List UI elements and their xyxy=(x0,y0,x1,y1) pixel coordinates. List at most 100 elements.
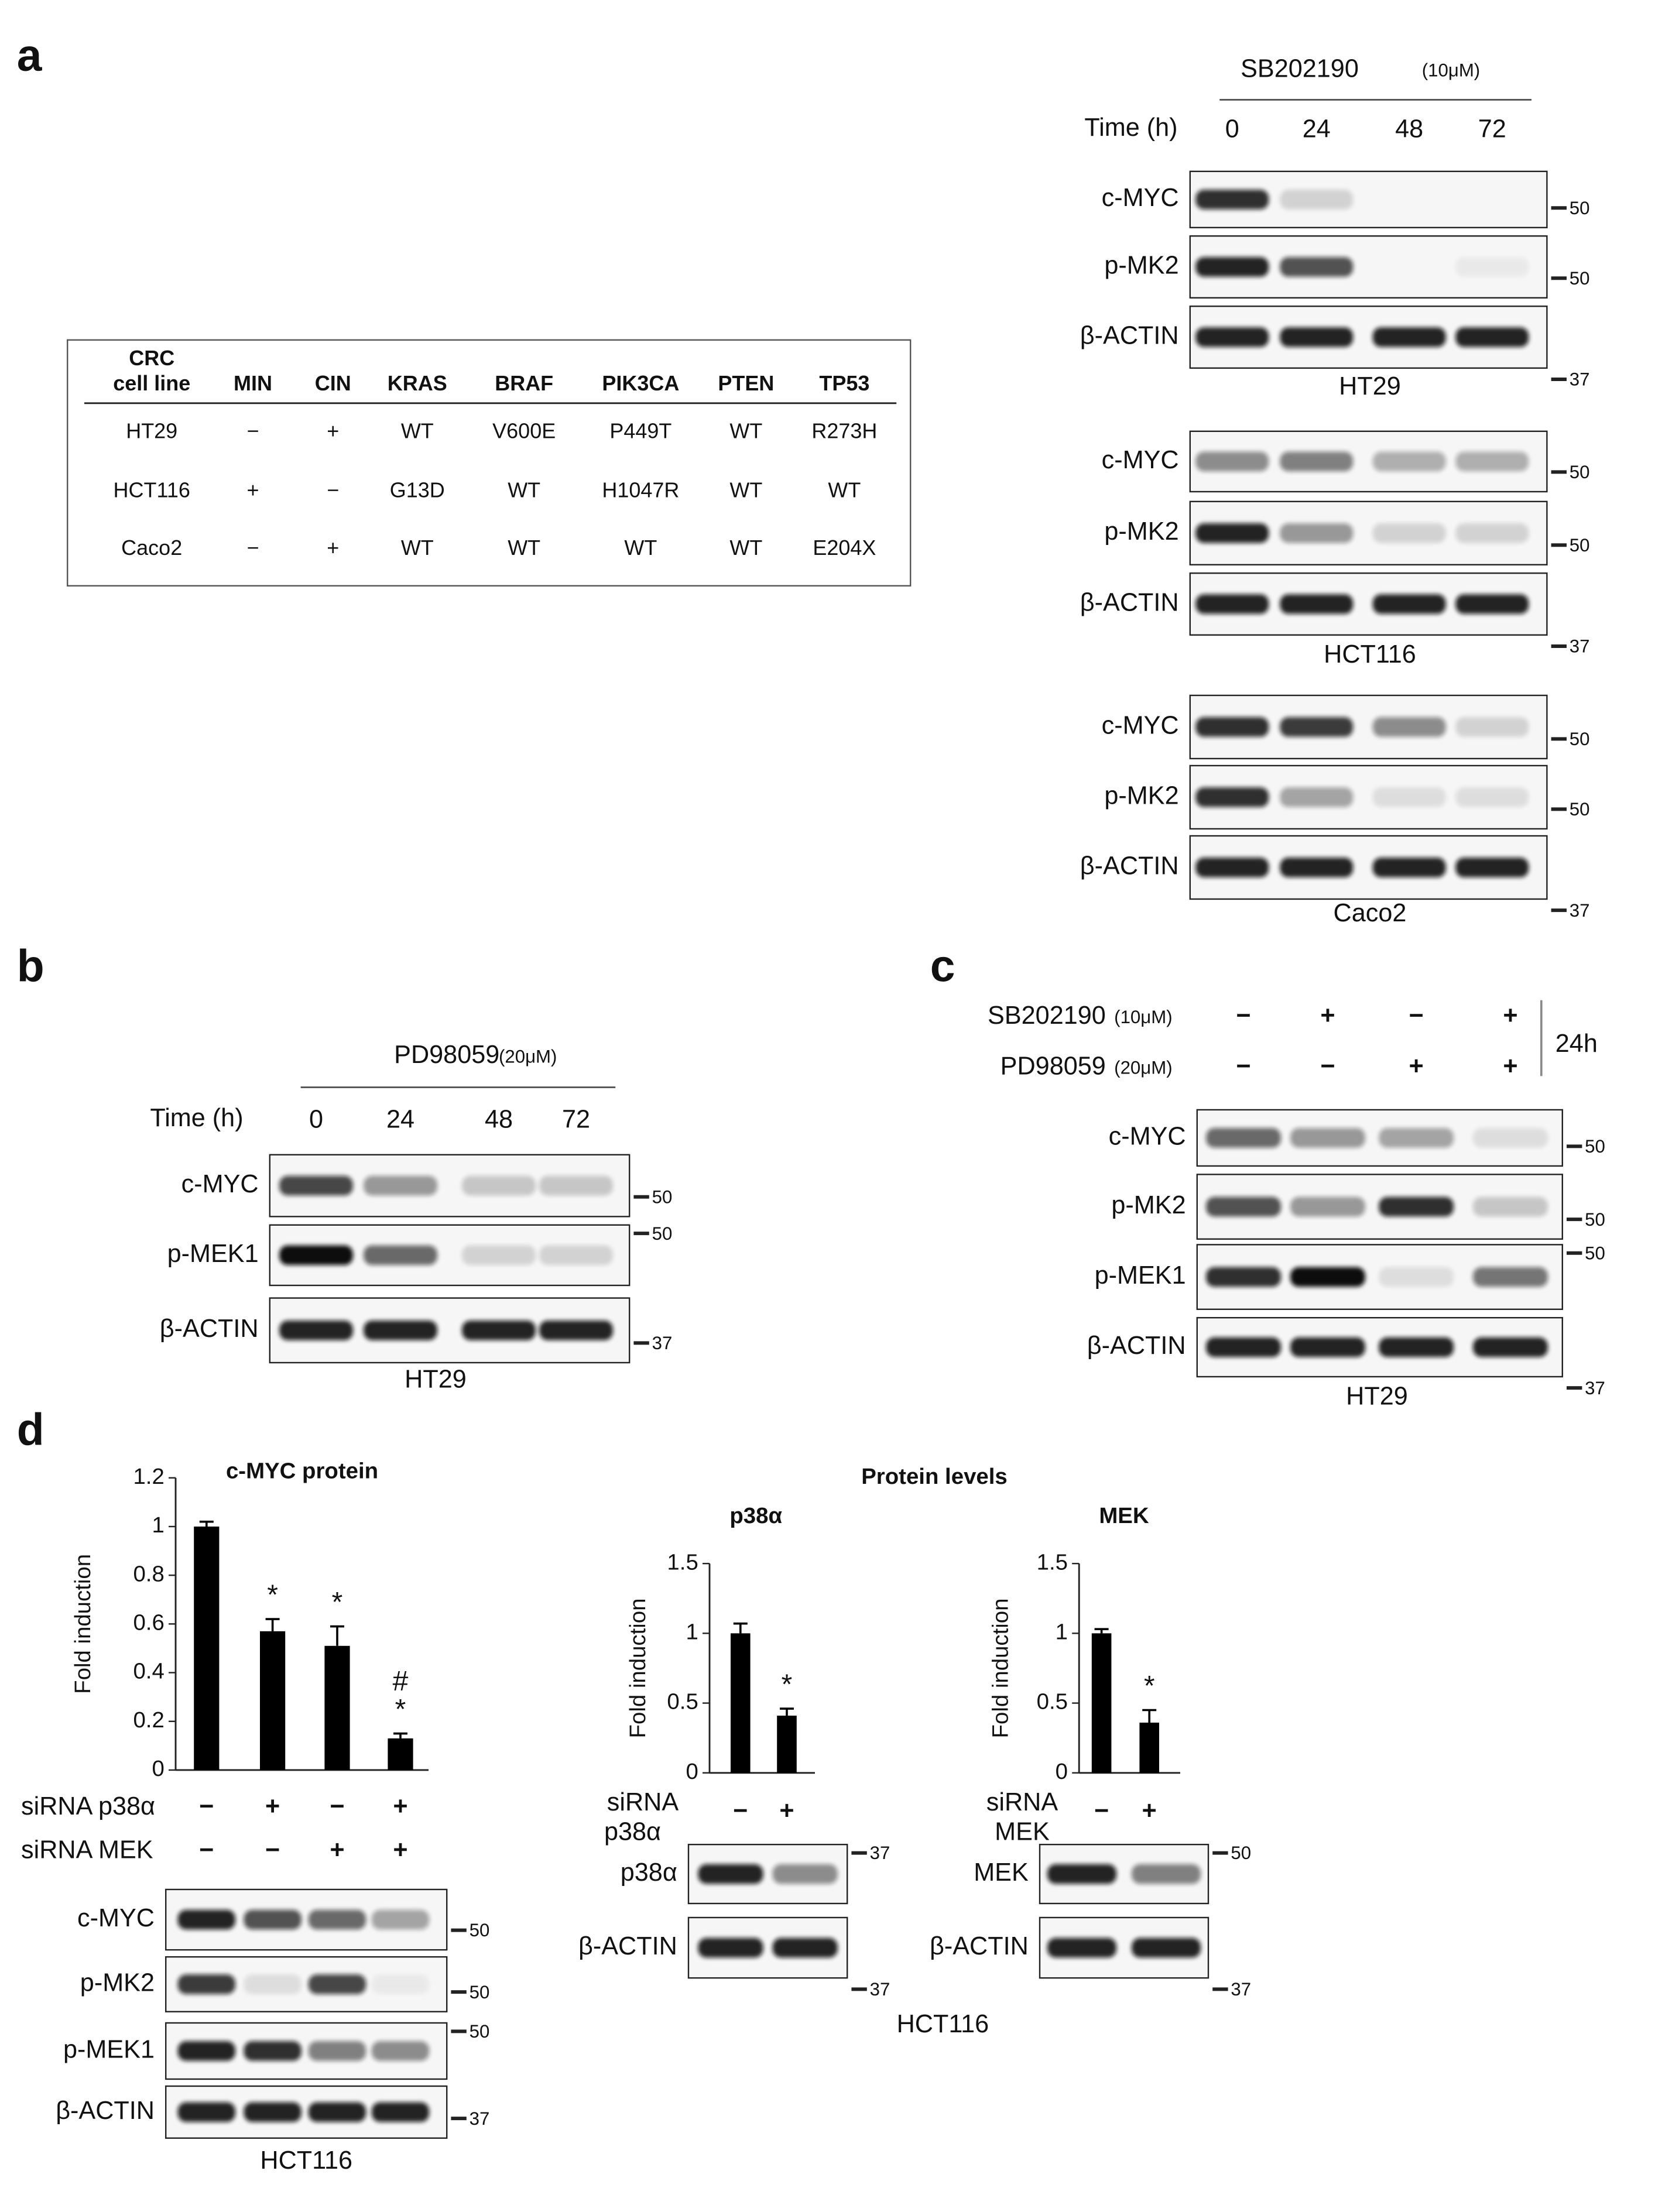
condition-sign: + xyxy=(779,1796,794,1825)
blot-band xyxy=(371,2041,430,2061)
blot-band xyxy=(1473,1128,1548,1148)
protein-label: β-ACTIN xyxy=(1080,321,1179,349)
concentration-label: (20μM) xyxy=(499,1046,557,1066)
cell-line-label: HT29 xyxy=(1346,1382,1408,1410)
condition-label: p38α xyxy=(604,1817,661,1846)
time-label: Time (h) xyxy=(1084,114,1177,142)
blot-band xyxy=(1195,189,1269,210)
y-tick-label: 1.5 xyxy=(1037,1549,1068,1575)
table-cell: + xyxy=(327,419,339,443)
blot-band xyxy=(308,1974,366,1994)
y-tick-label: 0.5 xyxy=(1037,1689,1068,1714)
blot-band xyxy=(1195,451,1269,472)
blot-band xyxy=(1195,787,1269,807)
blot-band xyxy=(1195,594,1269,614)
y-tick-label: 0.5 xyxy=(667,1689,698,1714)
blot-band xyxy=(1379,1337,1454,1357)
blot-band xyxy=(1280,594,1354,614)
marker-label: 50 xyxy=(1570,198,1590,218)
concentration-label: (20μM) xyxy=(1114,1058,1172,1078)
marker-label: 50 xyxy=(1570,268,1590,289)
y-tick-label: 0.4 xyxy=(133,1659,164,1684)
blot-band xyxy=(244,2102,301,2122)
treatment-label: SB202190 xyxy=(988,1002,1106,1030)
blot-band xyxy=(462,1320,536,1340)
cell-line-label: Caco2 xyxy=(1334,899,1407,927)
blot-band xyxy=(539,1175,613,1196)
blot-band xyxy=(1473,1196,1548,1217)
chart-title: c-MYC protein xyxy=(226,1458,378,1483)
time-tick: 48 xyxy=(1395,115,1423,143)
table-cell: − xyxy=(247,419,259,443)
concentration-label: (10μM) xyxy=(1114,1007,1172,1027)
bar xyxy=(324,1645,350,1770)
blot-band xyxy=(1455,594,1529,614)
table-cell: HCT116 xyxy=(114,478,190,502)
blot-band xyxy=(279,1320,353,1340)
bar xyxy=(388,1738,413,1770)
blot-band xyxy=(1206,1337,1281,1357)
treatment-label: PD98059 xyxy=(1001,1052,1106,1080)
protein-label: β-ACTIN xyxy=(578,1932,677,1960)
condition-label: siRNA MEK xyxy=(21,1836,153,1864)
time-label: Time (h) xyxy=(150,1104,243,1132)
table-cell: WT xyxy=(401,419,434,443)
marker-label: 50 xyxy=(1585,1136,1605,1157)
blot-band xyxy=(1195,327,1269,347)
treatment-sign: + xyxy=(1320,1002,1335,1030)
bar xyxy=(1139,1722,1159,1773)
condition-sign: + xyxy=(265,1792,280,1820)
blot-band xyxy=(308,2102,366,2122)
blot-band xyxy=(1455,523,1529,543)
blot-band xyxy=(1206,1267,1281,1287)
table-cell: HT29 xyxy=(126,419,177,443)
table-header: MIN xyxy=(234,371,272,395)
blot-band xyxy=(1131,1864,1201,1884)
treatment-sign: + xyxy=(1503,1002,1517,1030)
marker-label: 37 xyxy=(1585,1378,1605,1398)
blot-band xyxy=(1280,189,1354,210)
blot-band xyxy=(1280,717,1354,737)
marker-label: 37 xyxy=(1570,369,1590,390)
blot-band xyxy=(371,1974,430,1994)
protein-label: β-ACTIN xyxy=(930,1932,1029,1960)
table-header: CIN xyxy=(315,371,351,395)
significance-mark: * xyxy=(267,1579,278,1610)
protein-label: p-MK2 xyxy=(1111,1191,1186,1219)
condition-sign: − xyxy=(265,1836,280,1864)
table-cell: WT xyxy=(624,536,657,560)
table-cell: WT xyxy=(401,536,434,560)
table-cell: Caco2 xyxy=(121,536,182,560)
table-header: TP53 xyxy=(819,371,869,395)
duration-label: 24h xyxy=(1555,1030,1598,1058)
error-bar xyxy=(330,1625,345,1646)
marker-label: 37 xyxy=(1570,900,1590,921)
blot-band xyxy=(177,2041,236,2061)
marker-label: 37 xyxy=(870,1979,890,2000)
table-cell: WT xyxy=(508,536,540,560)
blot-band xyxy=(1195,523,1269,543)
blot-band xyxy=(539,1320,613,1340)
blot-band xyxy=(364,1175,437,1196)
table-cell: + xyxy=(327,536,339,560)
blot-band xyxy=(279,1175,353,1196)
treatment-sign: − xyxy=(1409,1002,1424,1030)
blot-band xyxy=(1455,787,1529,807)
y-tick-label: 1.5 xyxy=(667,1549,698,1575)
significance-mark: * xyxy=(332,1587,343,1618)
treatment-sign: − xyxy=(1320,1052,1335,1080)
protein-label: p-MK2 xyxy=(1104,781,1178,810)
table-cell: + xyxy=(247,478,259,502)
blot-band xyxy=(1473,1267,1548,1287)
bar xyxy=(260,1631,286,1770)
error-bar xyxy=(733,1622,748,1634)
bar xyxy=(1091,1633,1112,1773)
time-tick: 48 xyxy=(485,1106,513,1134)
table-cell: V600E xyxy=(492,419,556,443)
blot-band xyxy=(1290,1267,1365,1287)
blot-band xyxy=(1280,257,1354,277)
blot-band xyxy=(371,2102,430,2122)
panel-label: d xyxy=(17,1404,44,1455)
